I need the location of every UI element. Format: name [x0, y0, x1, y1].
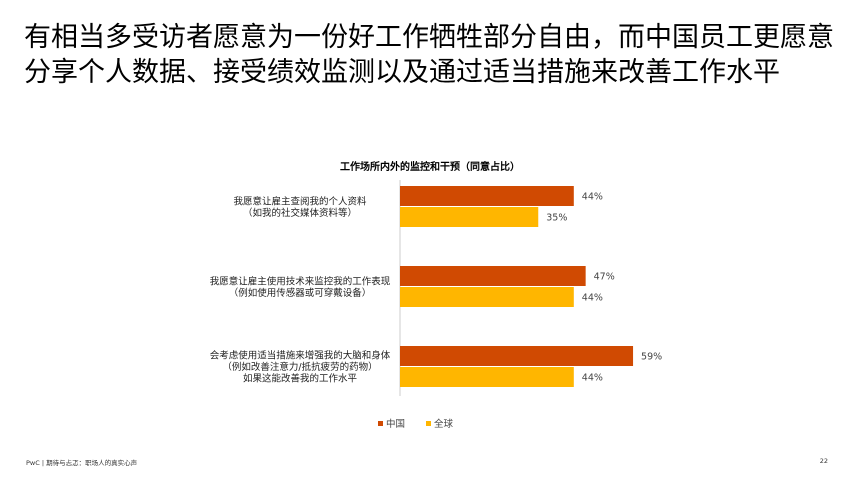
legend-swatch-china	[378, 421, 383, 426]
bar-global-1	[400, 207, 539, 227]
data-label-china-2: 47%	[594, 272, 615, 283]
data-label-china-3: 59%	[641, 352, 662, 363]
page-number: 22	[819, 457, 828, 465]
bar-china-3	[400, 346, 634, 366]
data-label-global-1: 35%	[546, 213, 567, 224]
bar-china-1	[400, 186, 574, 206]
bar-global-2	[400, 287, 574, 307]
footer-source: PwC | 期待与忐忑：职场人的真实心声	[26, 459, 138, 467]
data-label-china-1: 44%	[582, 192, 603, 203]
category-label-1: 我愿意让雇主查阅我的个人资料（如我的社交媒体资料等）	[233, 195, 367, 219]
category-label-3: 会考虑使用适当措施来增强我的大脑和身体（例如改善注意力/抵抗疲劳的药物）如果这能…	[210, 350, 391, 385]
legend-label-global: 全球	[434, 418, 454, 430]
bar-china-2	[400, 266, 586, 286]
data-label-global-3: 44%	[582, 373, 603, 384]
bar-global-3	[400, 367, 574, 387]
category-label-2: 我愿意让雇主使用技术来监控我的工作表现（例如使用传感器或可穿戴设备）	[210, 275, 391, 299]
legend-swatch-global	[426, 421, 431, 426]
page-title: 有相当多受访者愿意为一份好工作牺牲部分自由，而中国员工更愿意分享个人数据、接受绩…	[24, 22, 834, 88]
data-label-global-2: 44%	[582, 293, 603, 304]
legend-label-china: 中国	[386, 418, 405, 430]
chart-title: 工作场所内外的监控和干预（同意占比）	[340, 162, 520, 173]
